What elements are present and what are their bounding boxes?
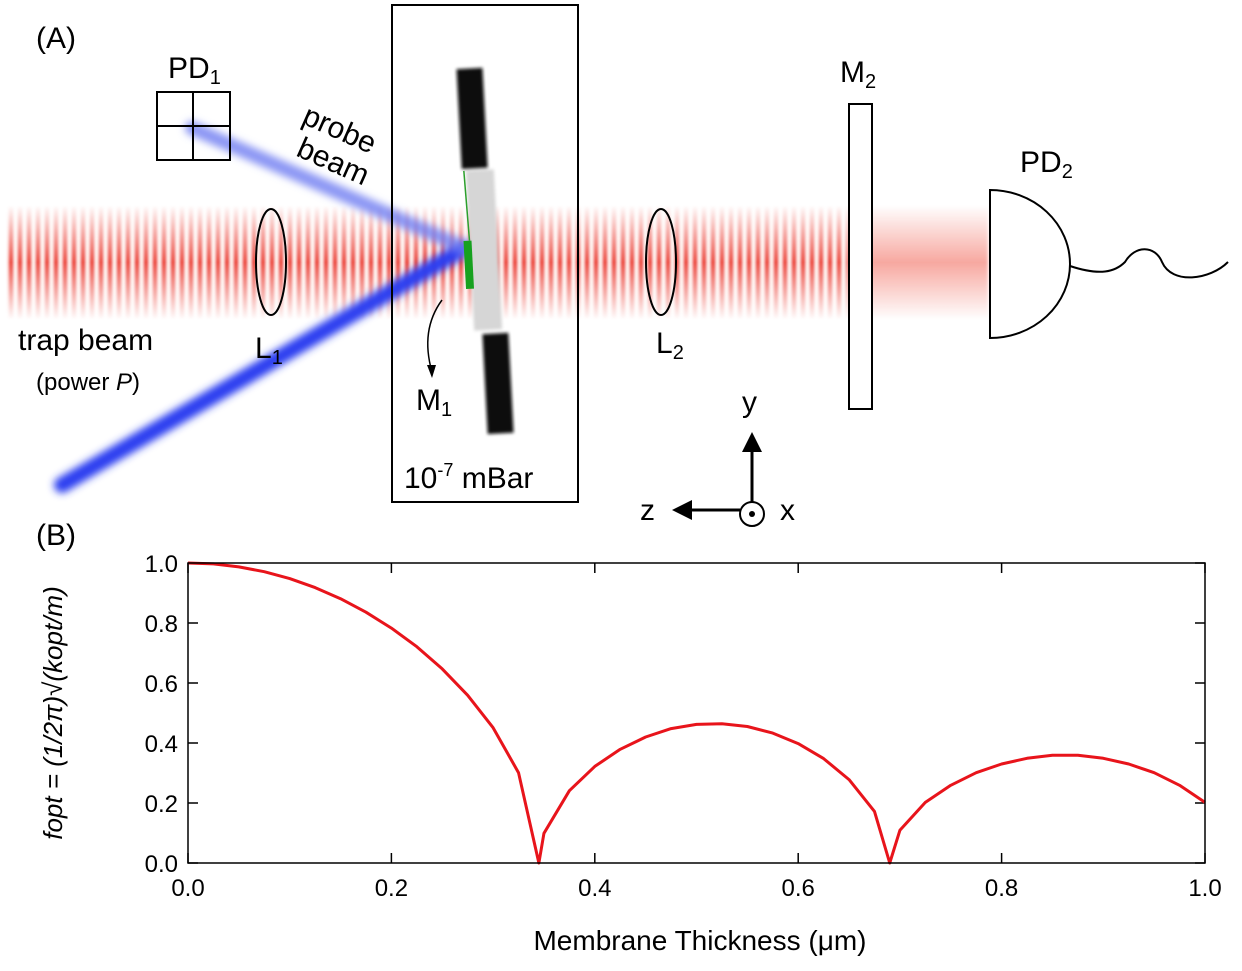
z-arrowhead <box>672 500 692 520</box>
label-main: PD <box>168 52 210 85</box>
diagram: (A) PD1 PD2 L1 L2 M1 M2 probe beam trap … <box>8 4 1229 527</box>
pd2 <box>989 188 1071 340</box>
m2-label: M2 <box>840 56 876 93</box>
label-part: P <box>116 369 132 396</box>
label-part: 10 <box>404 462 437 495</box>
y-arrowhead <box>742 432 762 452</box>
x-tick-label: 0.2 <box>375 875 408 902</box>
membrane-holder <box>456 67 514 435</box>
y-tick-label: 1.0 <box>145 551 178 578</box>
y-tick-label: 0.0 <box>145 851 178 878</box>
y-tick-label: 0.6 <box>145 671 178 698</box>
x-tick-label: 0.4 <box>578 875 611 902</box>
x-axis-title: Membrane Thickness (μm) <box>533 925 866 956</box>
probe-beam <box>54 121 473 493</box>
l2-label: L2 <box>656 327 684 364</box>
x-tick-label: 0.6 <box>782 875 815 902</box>
data-line <box>187 561 1206 865</box>
axis-x-label: x <box>780 494 795 527</box>
x-tick-label: 0.8 <box>985 875 1018 902</box>
plot-frame <box>187 562 1206 864</box>
label-sub: 2 <box>1062 161 1073 183</box>
label-main: PD <box>1020 146 1062 179</box>
pd2-wire <box>1069 248 1229 279</box>
label-sub: 1 <box>272 347 283 369</box>
label-sub: 2 <box>865 71 876 93</box>
y-tick-label: 0.4 <box>145 731 178 758</box>
lens <box>645 208 677 316</box>
vacuum-chamber <box>391 4 579 503</box>
label-part: mBar <box>453 462 533 495</box>
y-tick-label: 0.2 <box>145 791 178 818</box>
label-sub: 1 <box>210 67 221 89</box>
axis-z-label: z <box>640 494 655 527</box>
pd1-label: PD1 <box>168 52 221 89</box>
trap-beam-label: trap beam <box>18 324 153 357</box>
label-main: M <box>840 56 865 89</box>
x-tick-label: 1.0 <box>1188 875 1221 902</box>
label-part: ) <box>132 369 140 396</box>
label-main: L <box>656 327 673 360</box>
label-sub: 2 <box>673 342 684 364</box>
label-sub: 1 <box>441 399 452 421</box>
y-axis-title: fopt = (1/2π)√(kopt/m) <box>38 586 68 840</box>
label-part: -7 <box>437 460 453 480</box>
panel-label: (B) <box>36 519 76 552</box>
axis-y-label: y <box>742 386 757 419</box>
mirror-m2 <box>848 103 873 410</box>
pd2-label: PD2 <box>1020 146 1073 183</box>
pressure-label: 10-7 mBar <box>404 460 533 495</box>
m1-label: M1 <box>416 384 452 421</box>
lens <box>255 208 287 316</box>
panel-label: (A) <box>36 22 76 55</box>
l1-label: L1 <box>255 332 283 369</box>
plot: 0.0 0.2 0.4 0.6 0.8 1.0 0.0 0.2 0.4 0.6 0.8 1.0 <box>145 551 1222 902</box>
x-tick-label: 0.0 <box>171 875 204 902</box>
label-main: M <box>416 384 441 417</box>
y-tick-label: 0.8 <box>145 611 178 638</box>
m1-arrowhead <box>427 365 436 378</box>
label-main: L <box>255 332 272 365</box>
x-axis-dot <box>749 511 755 517</box>
m1-arrow <box>427 299 443 373</box>
power-label: (power P) <box>36 369 140 396</box>
label-part: (power <box>36 369 116 396</box>
